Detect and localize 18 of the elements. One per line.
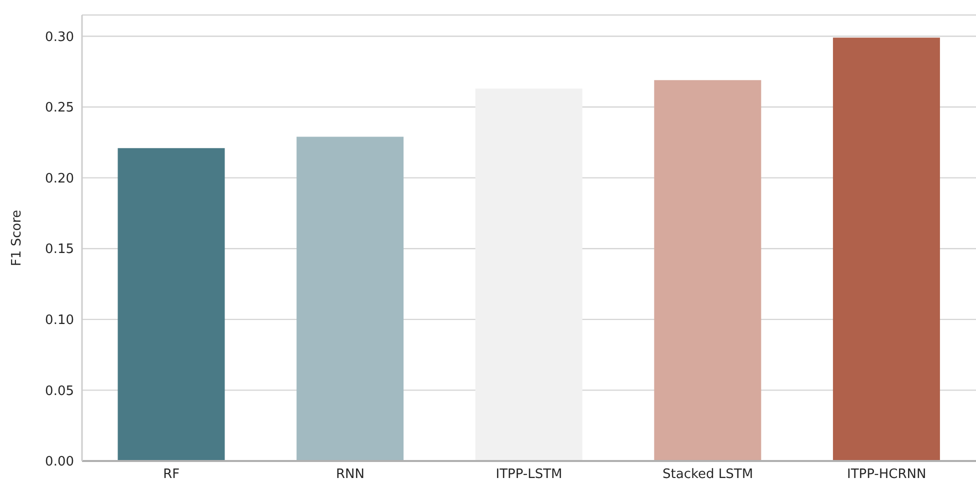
y-tick-label: 0.00 <box>45 454 74 470</box>
y-tick-label: 0.30 <box>45 30 74 45</box>
y-tick-label: 0.25 <box>45 100 74 116</box>
bar <box>654 80 762 461</box>
bar <box>118 148 225 461</box>
y-tick-label: 0.20 <box>45 171 74 186</box>
x-tick-label: ITPP-HCRNN <box>847 467 926 482</box>
bar <box>296 136 404 461</box>
y-tick-label: 0.10 <box>45 313 74 328</box>
y-tick-label: 0.05 <box>45 384 74 399</box>
bar <box>832 38 940 461</box>
x-tick-label: ITPP-LSTM <box>496 467 562 482</box>
y-axis-title: F1 Score <box>10 210 25 266</box>
y-tick-label: 0.15 <box>45 242 74 258</box>
x-tick-label: Stacked LSTM <box>662 467 754 482</box>
x-tick-label: RNN <box>336 467 364 482</box>
bar <box>475 88 582 461</box>
x-tick-label: RF <box>163 467 180 482</box>
